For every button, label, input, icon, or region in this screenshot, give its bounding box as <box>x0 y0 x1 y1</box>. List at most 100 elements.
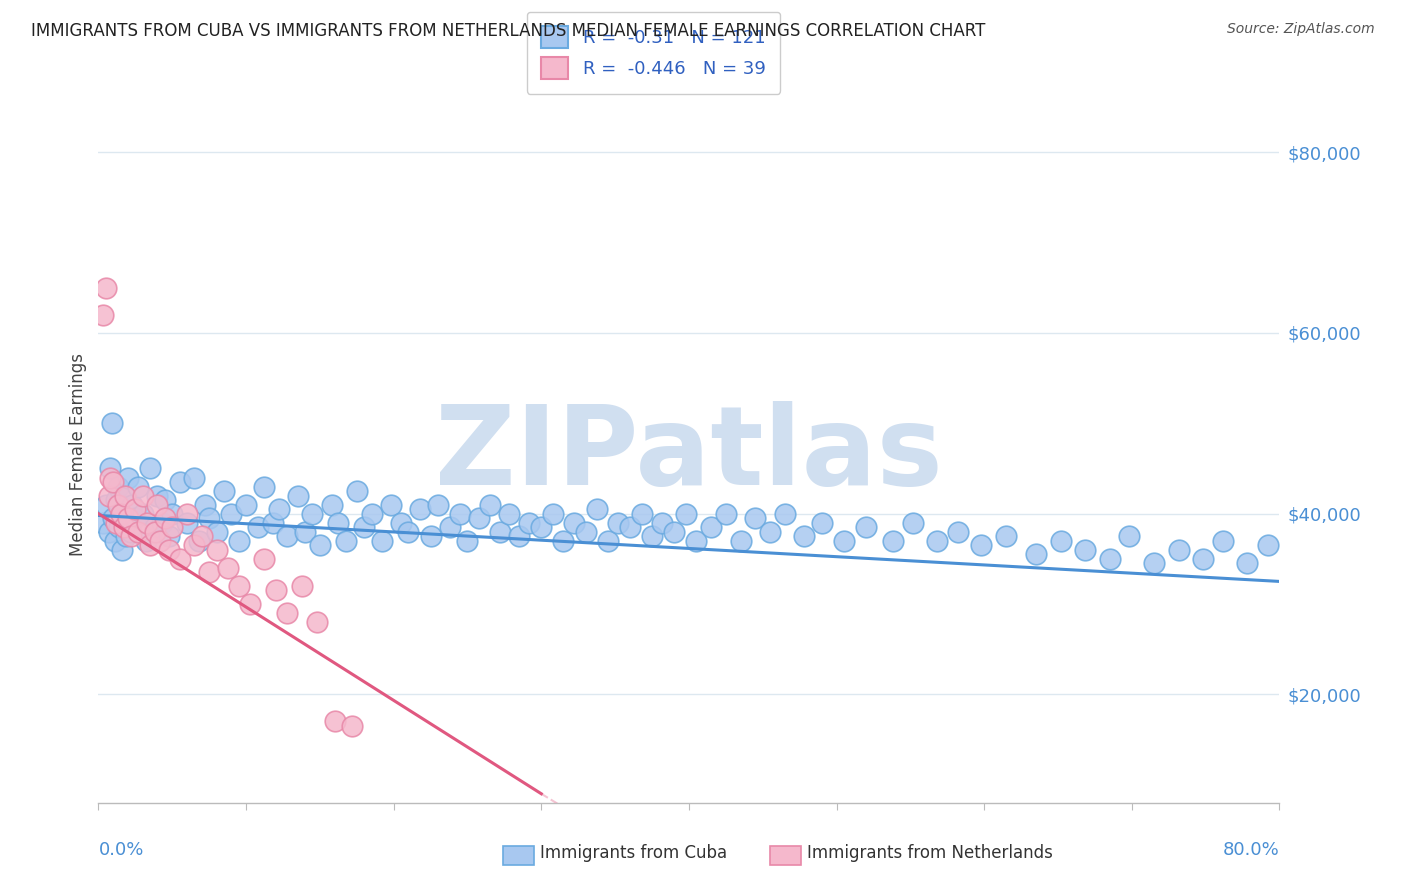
Point <box>1098 551 1121 566</box>
Point <box>120 529 142 543</box>
Point <box>321 498 343 512</box>
Point <box>1025 547 1047 561</box>
Point <box>127 479 149 493</box>
Point <box>153 511 176 525</box>
Point <box>132 507 155 521</box>
Point <box>97 524 120 539</box>
Point <box>519 516 541 530</box>
Point <box>139 538 162 552</box>
Point <box>110 507 132 521</box>
Text: IMMIGRANTS FROM CUBA VS IMMIGRANTS FROM NETHERLANDS MEDIAN FEMALE EARNINGS CORRE: IMMIGRANTS FROM CUBA VS IMMIGRANTS FROM … <box>31 22 986 40</box>
Point <box>217 561 239 575</box>
Text: 80.0%: 80.0% <box>1223 841 1279 859</box>
Point <box>553 533 575 548</box>
Point <box>832 533 855 548</box>
Text: Immigrants from Netherlands: Immigrants from Netherlands <box>807 844 1053 862</box>
Point <box>205 524 228 539</box>
Point <box>389 516 412 530</box>
Point <box>730 533 752 548</box>
Point <box>127 524 149 539</box>
Point <box>103 511 125 525</box>
Point <box>664 524 686 539</box>
Point <box>198 511 221 525</box>
Point <box>221 507 243 521</box>
Point <box>1305 561 1327 575</box>
Point <box>287 489 309 503</box>
Point <box>162 520 183 534</box>
Point <box>111 542 134 557</box>
Point <box>267 502 290 516</box>
Point <box>970 538 993 552</box>
Point <box>946 524 969 539</box>
Point <box>276 606 298 620</box>
Point <box>107 498 129 512</box>
Point <box>342 719 364 733</box>
Point <box>239 597 262 611</box>
Point <box>1257 538 1279 552</box>
Point <box>1354 570 1376 584</box>
Text: Immigrants from Cuba: Immigrants from Cuba <box>540 844 727 862</box>
Point <box>380 498 402 512</box>
Text: ZIPatlas: ZIPatlas <box>434 401 943 508</box>
Point <box>294 524 316 539</box>
Point <box>91 308 114 322</box>
Point <box>925 533 948 548</box>
Point <box>104 533 127 548</box>
Point <box>124 502 146 516</box>
Point <box>194 498 217 512</box>
Point <box>439 520 461 534</box>
Point <box>98 461 121 475</box>
Point <box>97 489 120 503</box>
Point <box>94 281 117 295</box>
Point <box>149 533 172 548</box>
Point <box>586 502 609 516</box>
Point <box>346 484 368 499</box>
Point <box>541 507 564 521</box>
Point <box>100 417 122 431</box>
Point <box>744 511 766 525</box>
Point <box>105 493 128 508</box>
Point <box>198 566 221 580</box>
Point <box>139 461 162 475</box>
Point <box>103 475 125 489</box>
Point <box>1118 529 1140 543</box>
Point <box>1073 542 1095 557</box>
Point <box>117 511 139 525</box>
Point <box>326 516 349 530</box>
Point <box>117 470 139 484</box>
Point <box>143 524 166 539</box>
Point <box>136 516 159 530</box>
Point <box>107 479 129 493</box>
Point <box>183 470 205 484</box>
Point <box>323 714 346 729</box>
Point <box>114 489 136 503</box>
Point <box>773 507 796 521</box>
Point <box>335 533 357 548</box>
Point <box>759 524 782 539</box>
Point <box>700 520 723 534</box>
Point <box>409 502 432 516</box>
Point <box>98 470 121 484</box>
Point <box>575 524 598 539</box>
Point <box>94 498 117 512</box>
Point <box>468 511 491 525</box>
Point <box>305 615 328 629</box>
Text: 0.0%: 0.0% <box>98 841 143 859</box>
Point <box>228 533 250 548</box>
Point <box>457 533 479 548</box>
Point <box>115 529 138 543</box>
Point <box>91 516 114 530</box>
Point <box>114 516 136 530</box>
Point <box>1330 542 1353 557</box>
Point <box>1398 574 1406 589</box>
Point <box>205 542 228 557</box>
Point <box>607 516 630 530</box>
Point <box>1375 551 1398 566</box>
Point <box>228 579 250 593</box>
Point <box>112 489 135 503</box>
Point <box>508 529 530 543</box>
Point <box>478 498 501 512</box>
Point <box>212 484 235 499</box>
Point <box>882 533 904 548</box>
Point <box>105 516 128 530</box>
